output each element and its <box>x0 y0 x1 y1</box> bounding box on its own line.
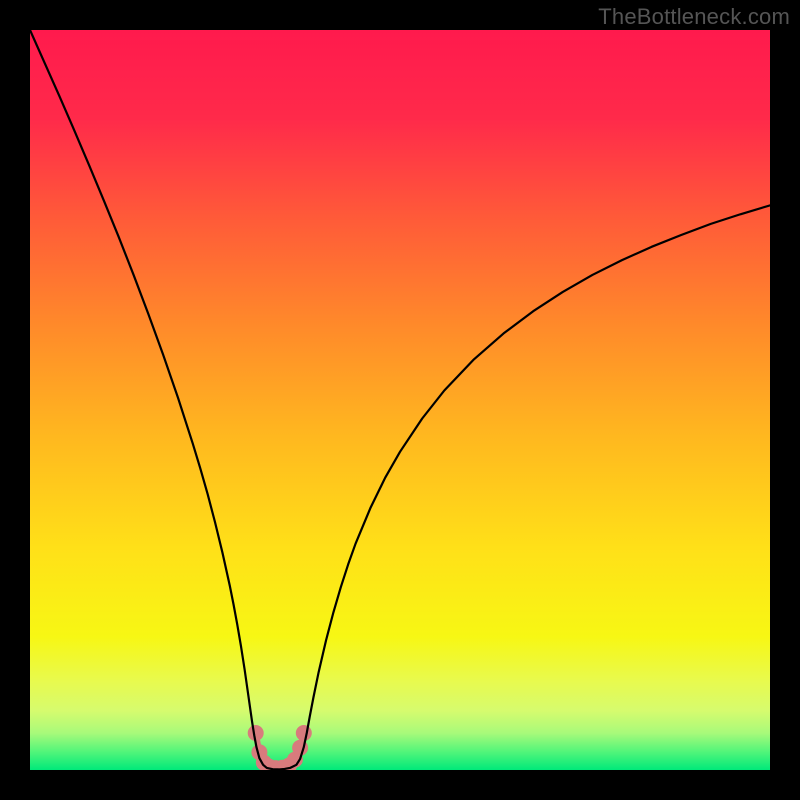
plot-background <box>30 30 770 770</box>
chart-stage: TheBottleneck.com <box>0 0 800 800</box>
bottleneck-chart <box>0 0 800 800</box>
watermark-text: TheBottleneck.com <box>598 4 790 30</box>
marker-dot <box>296 725 312 741</box>
